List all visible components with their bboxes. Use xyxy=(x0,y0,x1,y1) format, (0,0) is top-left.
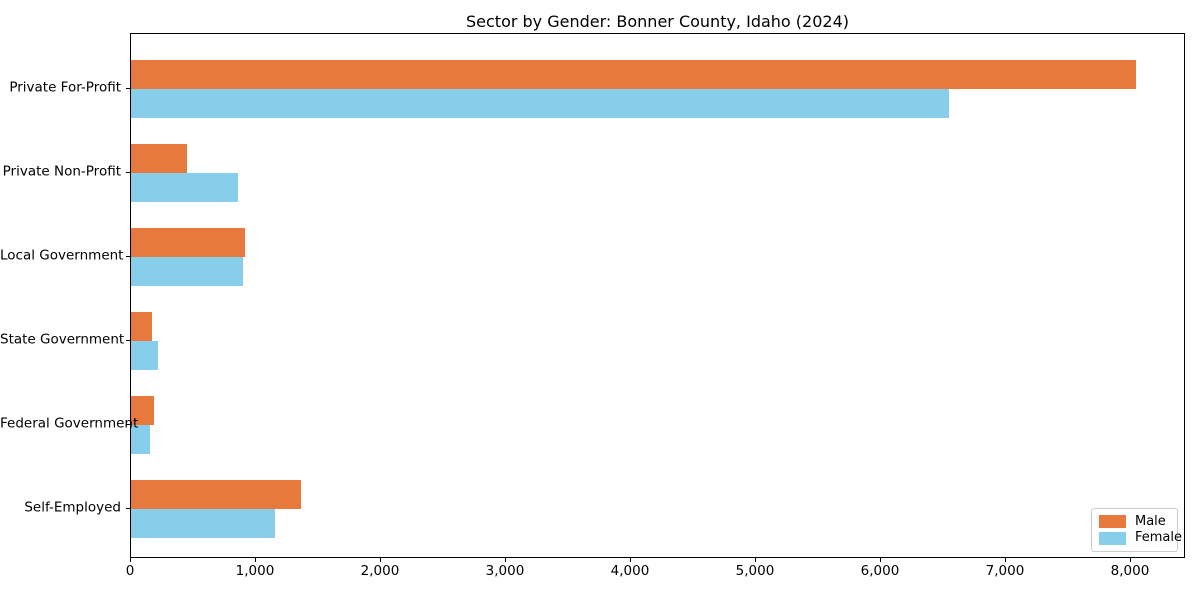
x-axis-tick xyxy=(755,558,756,562)
x-axis-label-7-000: 7,000 xyxy=(985,563,1025,579)
legend-entry-male: Male xyxy=(1099,513,1170,529)
y-axis-label-state-government: State Government xyxy=(0,331,125,348)
plot-area xyxy=(130,33,1185,558)
bar-male-private-for-profit xyxy=(131,60,1136,89)
bar-female-federal-government xyxy=(131,425,150,454)
y-axis-tick xyxy=(126,172,130,173)
x-axis-tick xyxy=(505,558,506,562)
bar-male-self-employed xyxy=(131,480,301,509)
x-axis-tick xyxy=(1005,558,1006,562)
y-axis-label-private-for-profit: Private For-Profit xyxy=(9,79,121,96)
bar-female-state-government xyxy=(131,341,158,370)
legend-entry-female: Female xyxy=(1099,531,1182,545)
x-axis-label-1-000: 1,000 xyxy=(235,563,275,579)
y-axis-label-local-government: Local Government xyxy=(0,247,124,264)
x-axis-tick xyxy=(1130,558,1131,562)
x-axis-label-4-000: 4,000 xyxy=(610,563,650,579)
bar-male-federal-government xyxy=(131,396,155,425)
x-axis-label-0: 0 xyxy=(125,563,135,579)
legend-swatch-female-icon xyxy=(1099,531,1126,545)
bar-male-state-government xyxy=(131,312,153,341)
x-axis-tick xyxy=(255,558,256,562)
x-axis-label-2-000: 2,000 xyxy=(360,563,400,579)
x-axis-label-5-000: 5,000 xyxy=(735,563,775,579)
x-axis-label-6-000: 6,000 xyxy=(860,563,900,579)
y-axis-tick xyxy=(126,340,130,341)
x-axis-tick xyxy=(630,558,631,562)
chart-title: Sector by Gender: Bonner County, Idaho (… xyxy=(466,12,849,31)
y-axis-label-federal-government: Federal Government xyxy=(0,415,139,432)
y-axis-tick xyxy=(126,508,130,509)
bar-male-local-government xyxy=(131,228,246,257)
bar-female-self-employed xyxy=(131,509,275,538)
legend: Male Female xyxy=(1091,508,1182,552)
legend-label-male: Male xyxy=(1135,513,1166,529)
x-axis-label-3-000: 3,000 xyxy=(485,563,525,579)
x-axis-tick xyxy=(130,558,131,562)
y-axis-tick xyxy=(126,88,130,89)
y-axis-tick xyxy=(126,424,130,425)
y-axis-tick xyxy=(126,256,130,257)
x-axis-tick xyxy=(380,558,381,562)
bar-female-private-for-profit xyxy=(131,89,949,118)
y-axis-label-self-employed: Self-Employed xyxy=(24,499,121,516)
y-axis-label-private-non-profit: Private Non-Profit xyxy=(2,163,121,180)
bar-male-private-non-profit xyxy=(131,144,188,173)
bar-female-private-non-profit xyxy=(131,173,238,202)
x-axis-tick xyxy=(880,558,881,562)
bar-female-local-government xyxy=(131,257,243,286)
legend-swatch-male-icon xyxy=(1099,515,1126,529)
x-axis-label-8-000: 8,000 xyxy=(1110,563,1150,579)
legend-label-female: Female xyxy=(1135,530,1183,546)
